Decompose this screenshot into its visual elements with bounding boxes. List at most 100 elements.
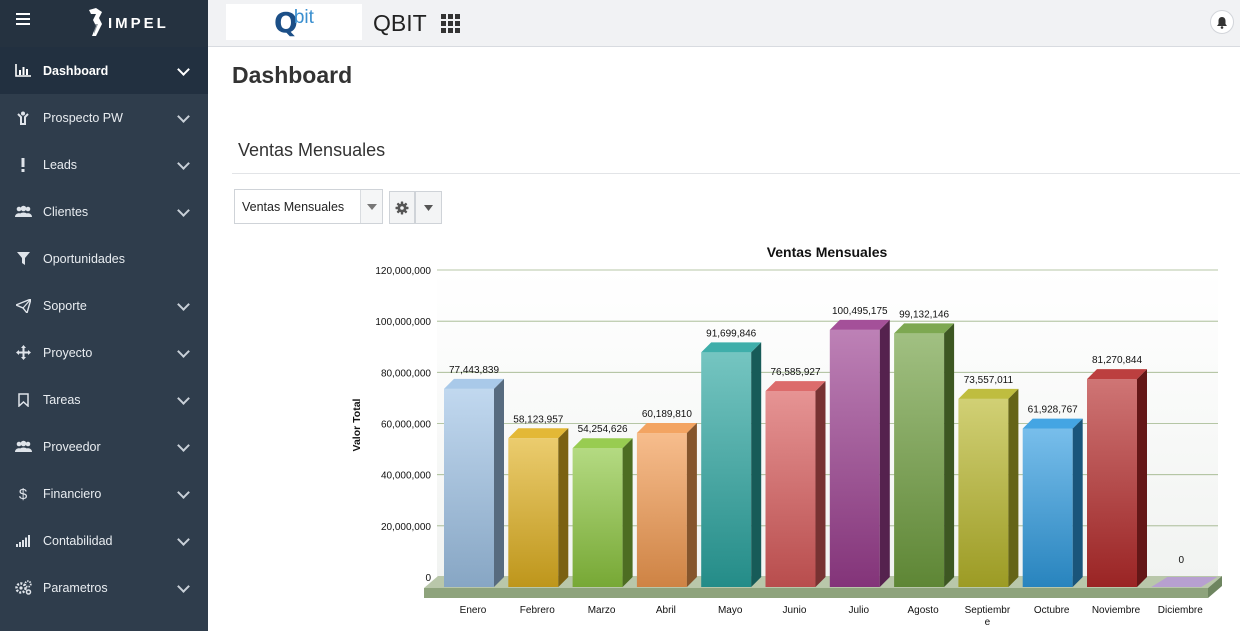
bar-top [958,388,1019,399]
y-tick-label: 80,000,000 [381,368,431,379]
x-tick-label: Septiembr [965,605,1011,616]
chevron-down-icon[interactable] [177,63,190,76]
bar [636,433,687,587]
bar-side [751,342,762,587]
x-tick-label: Junio [783,605,807,616]
sidebar-item-soporte[interactable]: Soporte [0,282,208,329]
sidebar-item-proveedor[interactable]: Proveedor [0,423,208,470]
sidebar-item-label: Clientes [43,204,89,219]
data-label: 76,585,927 [770,367,820,378]
sidebar-item-oportunidades[interactable]: Oportunidades [0,235,208,282]
settings-dropdown-button[interactable] [415,191,442,224]
chevron-down-icon[interactable] [177,486,190,499]
ventas-mensuales-chart: Ventas Mensuales Valor Total 0 20,000,000… [351,244,1222,628]
qbit-logo[interactable]: Q bit [226,4,362,40]
chevron-down-icon[interactable] [177,157,190,170]
logo-q: Q [274,5,298,39]
sidebar: IMPEL Dashboard Prospecto PW Leads Clientes… [0,0,208,631]
bar-side [686,423,697,587]
sidebar-item-parametros[interactable]: Parametros [0,564,208,611]
sidebar-nav: Dashboard Prospecto PW Leads Clientes Oportu… [0,47,208,611]
bar [894,333,945,587]
sidebar-item-dashboard[interactable]: Dashboard [0,47,208,94]
apps-grid-icon[interactable] [441,14,462,33]
bar-side [944,323,955,587]
chart-floor-side [1208,576,1222,598]
sidebar-item-prospecto-pw[interactable]: Prospecto PW [0,94,208,141]
chart-title: Ventas Mensuales [767,244,888,260]
x-tick-label: Octubre [1034,605,1070,616]
bar-side [1137,369,1147,587]
data-label: 61,928,767 [1028,405,1078,416]
bar-top [444,378,504,389]
chart-select-value: Ventas Mensuales [242,199,345,214]
sidebar-item-label: Leads [43,157,78,172]
sidebar-item-financiero[interactable]: $ Financiero [0,470,208,517]
bar-top [829,319,890,330]
person-icon [14,110,32,126]
exclamation-icon [14,157,32,173]
x-tick-label: Febrero [520,605,555,616]
chart-plot: 0 20,000,000 40,000,000 60,000,000 80,000,00… [375,266,1222,628]
bar-top [572,438,633,449]
bar [572,448,623,587]
sidebar-item-leads[interactable]: Leads [0,141,208,188]
bar-top [701,342,762,353]
signal-icon [14,533,32,549]
select-arrow-icon[interactable] [360,190,382,223]
bar-top [636,423,697,434]
chevron-down-icon[interactable] [177,580,190,593]
move-arrows-icon [14,345,32,361]
chevron-down-icon[interactable] [177,392,190,405]
chevron-down-icon[interactable] [177,439,190,452]
y-tick-label: 120,000,000 [375,266,431,277]
sidebar-item-contabilidad[interactable]: Contabilidad [0,517,208,564]
bar [829,329,880,587]
data-label: 58,123,957 [513,414,563,425]
bar-side [494,378,504,587]
sidebar-item-label: Proveedor [43,439,101,454]
sidebar-item-clientes[interactable]: Clientes [0,188,208,235]
x-tick-label: Diciembre [1158,605,1203,616]
hamburger-menu-icon[interactable] [16,13,30,25]
chevron-down-icon[interactable] [177,298,190,311]
bar-side [622,438,633,587]
sidebar-item-label: Oportunidades [43,251,126,266]
sidebar-item-tareas[interactable]: Tareas [0,376,208,423]
brand-logo[interactable]: IMPEL [86,5,169,39]
data-label: 60,189,810 [642,409,692,420]
filter-icon [14,251,32,267]
chart-floor-front [424,588,1208,598]
chevron-down-icon[interactable] [177,110,190,123]
data-label: 54,254,626 [578,424,628,435]
sidebar-item-label: Prospecto PW [43,110,123,125]
settings-button[interactable] [389,191,415,224]
bar-side [815,381,826,587]
sidebar-header: IMPEL [0,0,208,47]
data-label: 99,132,146 [899,309,949,320]
users-icon [14,204,32,220]
chevron-down-icon[interactable] [177,345,190,358]
sidebar-item-label: Proyecto [43,345,93,360]
app-title: QBIT [373,10,427,36]
chart-select[interactable]: Ventas Mensuales [234,189,383,224]
caret-down-icon [424,204,433,211]
chevron-down-icon[interactable] [177,204,190,217]
page-title: Dashboard [232,62,353,88]
sidebar-item-label: Contabilidad [43,533,113,548]
notifications-bell-icon[interactable] [1210,10,1234,34]
bar-side [879,319,890,587]
logo-bit: bit [293,7,314,28]
sidebar-item-proyecto[interactable]: Proyecto [0,329,208,376]
data-label: 91,699,846 [706,328,756,339]
x-tick-label: Noviembre [1092,605,1141,616]
bar-side [1072,418,1083,587]
bar-chart-icon [14,63,32,79]
data-label: 77,443,839 [449,365,499,376]
sidebar-item-label: Dashboard [43,63,109,78]
chevron-down-icon[interactable] [177,533,190,546]
users-icon [14,439,32,455]
bar [958,398,1009,587]
impel-mark-icon [89,8,102,36]
bar-side [558,428,569,587]
